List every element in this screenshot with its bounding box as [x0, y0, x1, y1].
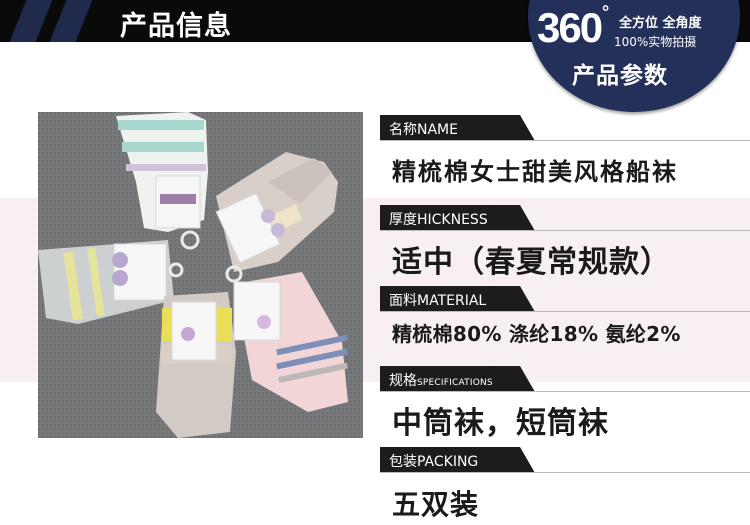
- badge-all-angle: 全方位 全角度: [619, 12, 702, 31]
- badge-degree: °: [602, 2, 609, 23]
- sock-yellow: [156, 292, 236, 438]
- label-material: 面料MATERIAL: [380, 286, 550, 312]
- value-packing: 五双装: [392, 483, 479, 523]
- badge-text-group: 360 ° 全方位 全角度 100%实物拍摄 产品参数: [0, 0, 750, 120]
- label-packing: 包装PACKING: [380, 447, 550, 473]
- badge-number: 360: [537, 4, 601, 52]
- value-thickness: 适中（春夏常规款）: [392, 237, 671, 281]
- divider: [380, 391, 750, 392]
- label-text: 面料MATERIAL: [389, 290, 486, 310]
- divider: [380, 230, 750, 231]
- divider: [380, 311, 750, 312]
- badge-real-shot: 100%实物拍摄: [614, 33, 696, 50]
- label-text: 名称NAME: [389, 119, 458, 139]
- label-text: 包装PACKING: [389, 451, 478, 471]
- label-text-small: SPECIFICATIONS: [417, 378, 493, 388]
- label-thickness: 厚度HICKNESS: [380, 205, 550, 231]
- divider: [380, 140, 750, 141]
- label-text: 规格: [389, 373, 417, 389]
- value-name: 精梳棉女士甜美风格船袜: [392, 152, 678, 187]
- label-specifications: 规格SPECIFICATIONS: [380, 366, 550, 392]
- badge-params-title: 产品参数: [572, 56, 668, 90]
- divider: [380, 472, 750, 473]
- value-material: 精梳棉80% 涤纶18% 氨纶2%: [392, 318, 681, 347]
- product-photo: [38, 112, 363, 438]
- label-text: 厚度HICKNESS: [389, 209, 488, 229]
- value-specifications: 中筒袜，短筒袜: [392, 398, 609, 442]
- label-name: 名称NAME: [380, 115, 550, 141]
